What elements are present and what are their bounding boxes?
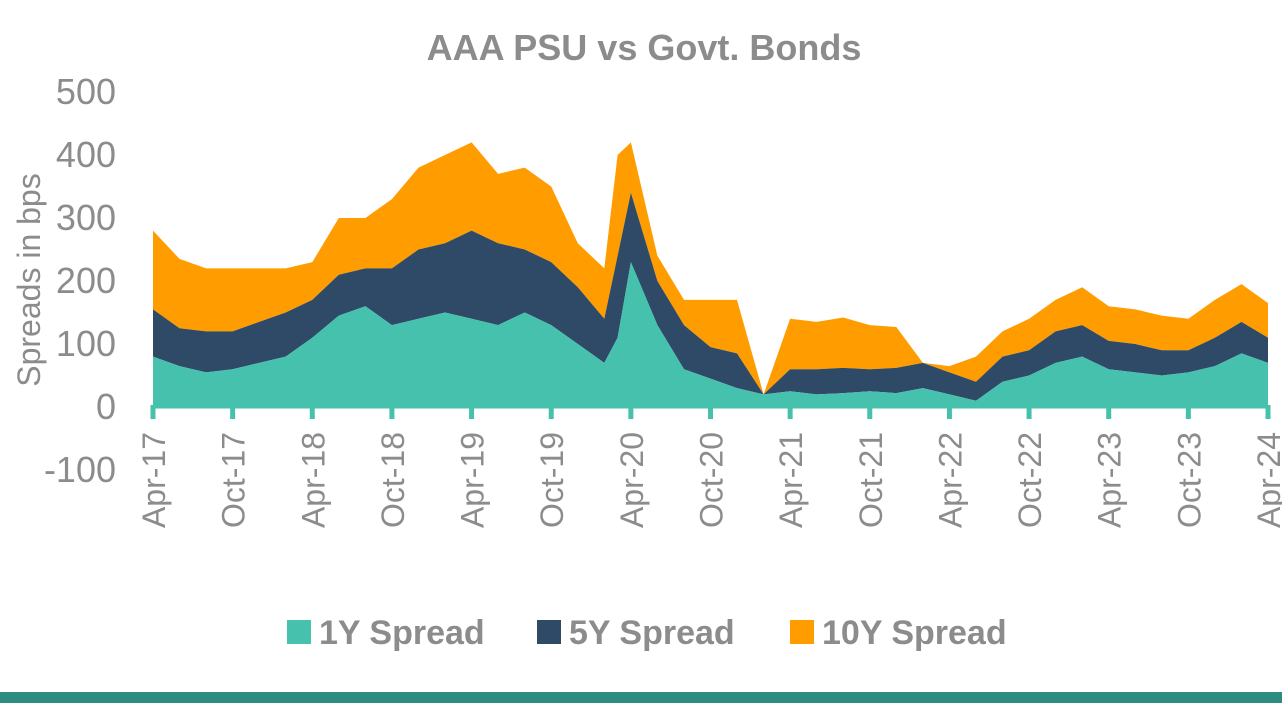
x-tick-label: Oct-21 xyxy=(853,432,889,528)
y-tick-label: 200 xyxy=(56,260,116,301)
legend-label-1: 1Y Spread xyxy=(319,614,485,652)
bottom-accent-bar xyxy=(0,692,1282,703)
series-areas xyxy=(153,142,1268,407)
x-tick-label: Oct-18 xyxy=(375,432,411,528)
legend-swatch-3 xyxy=(790,620,814,644)
x-tick-label: Apr-22 xyxy=(932,432,968,528)
x-tick-label: Apr-19 xyxy=(455,432,491,528)
y-axis-ticks: -100 0 100 200 300 400 500 xyxy=(44,71,116,490)
legend-label-2: 5Y Spread xyxy=(569,614,735,652)
y-tick-label: 100 xyxy=(56,323,116,364)
x-axis-ticks: Apr-17 Oct-17 Apr-18 Oct-18 Apr-19 Oct-19 Apr-… xyxy=(136,405,1282,528)
x-tick-label: Oct-17 xyxy=(216,432,252,528)
y-tick-label: 400 xyxy=(56,134,116,175)
legend: 1Y Spread 5Y Spread 10Y Spread xyxy=(287,614,1007,652)
x-tick-label: Apr-21 xyxy=(773,432,809,528)
legend-label-3: 10Y Spread xyxy=(822,614,1007,652)
y-tick-label: 0 xyxy=(96,386,116,427)
x-tick-label: Apr-23 xyxy=(1092,432,1128,528)
legend-swatch-1 xyxy=(287,620,311,644)
legend-swatch-2 xyxy=(537,620,561,644)
series-area-3 xyxy=(153,142,1268,395)
x-tick-label: Apr-18 xyxy=(295,432,331,528)
x-tick-label: Oct-20 xyxy=(694,432,730,528)
y-tick-label: 500 xyxy=(56,71,116,112)
y-tick-label: -100 xyxy=(44,449,116,490)
x-tick-label: Oct-19 xyxy=(534,432,570,528)
x-tick-label: Apr-24 xyxy=(1251,432,1282,528)
x-tick-label: Oct-22 xyxy=(1012,432,1048,528)
x-tick-label: Apr-20 xyxy=(614,432,650,528)
series-area-1 xyxy=(153,262,1268,407)
x-tick-label: Apr-17 xyxy=(136,432,172,528)
y-axis-label: Spreads in bps xyxy=(11,173,47,386)
x-tick-label: Oct-23 xyxy=(1171,432,1207,528)
y-tick-label: 300 xyxy=(56,197,116,238)
chart-title: AAA PSU vs Govt. Bonds xyxy=(427,27,862,68)
series-area-2 xyxy=(153,192,1268,401)
